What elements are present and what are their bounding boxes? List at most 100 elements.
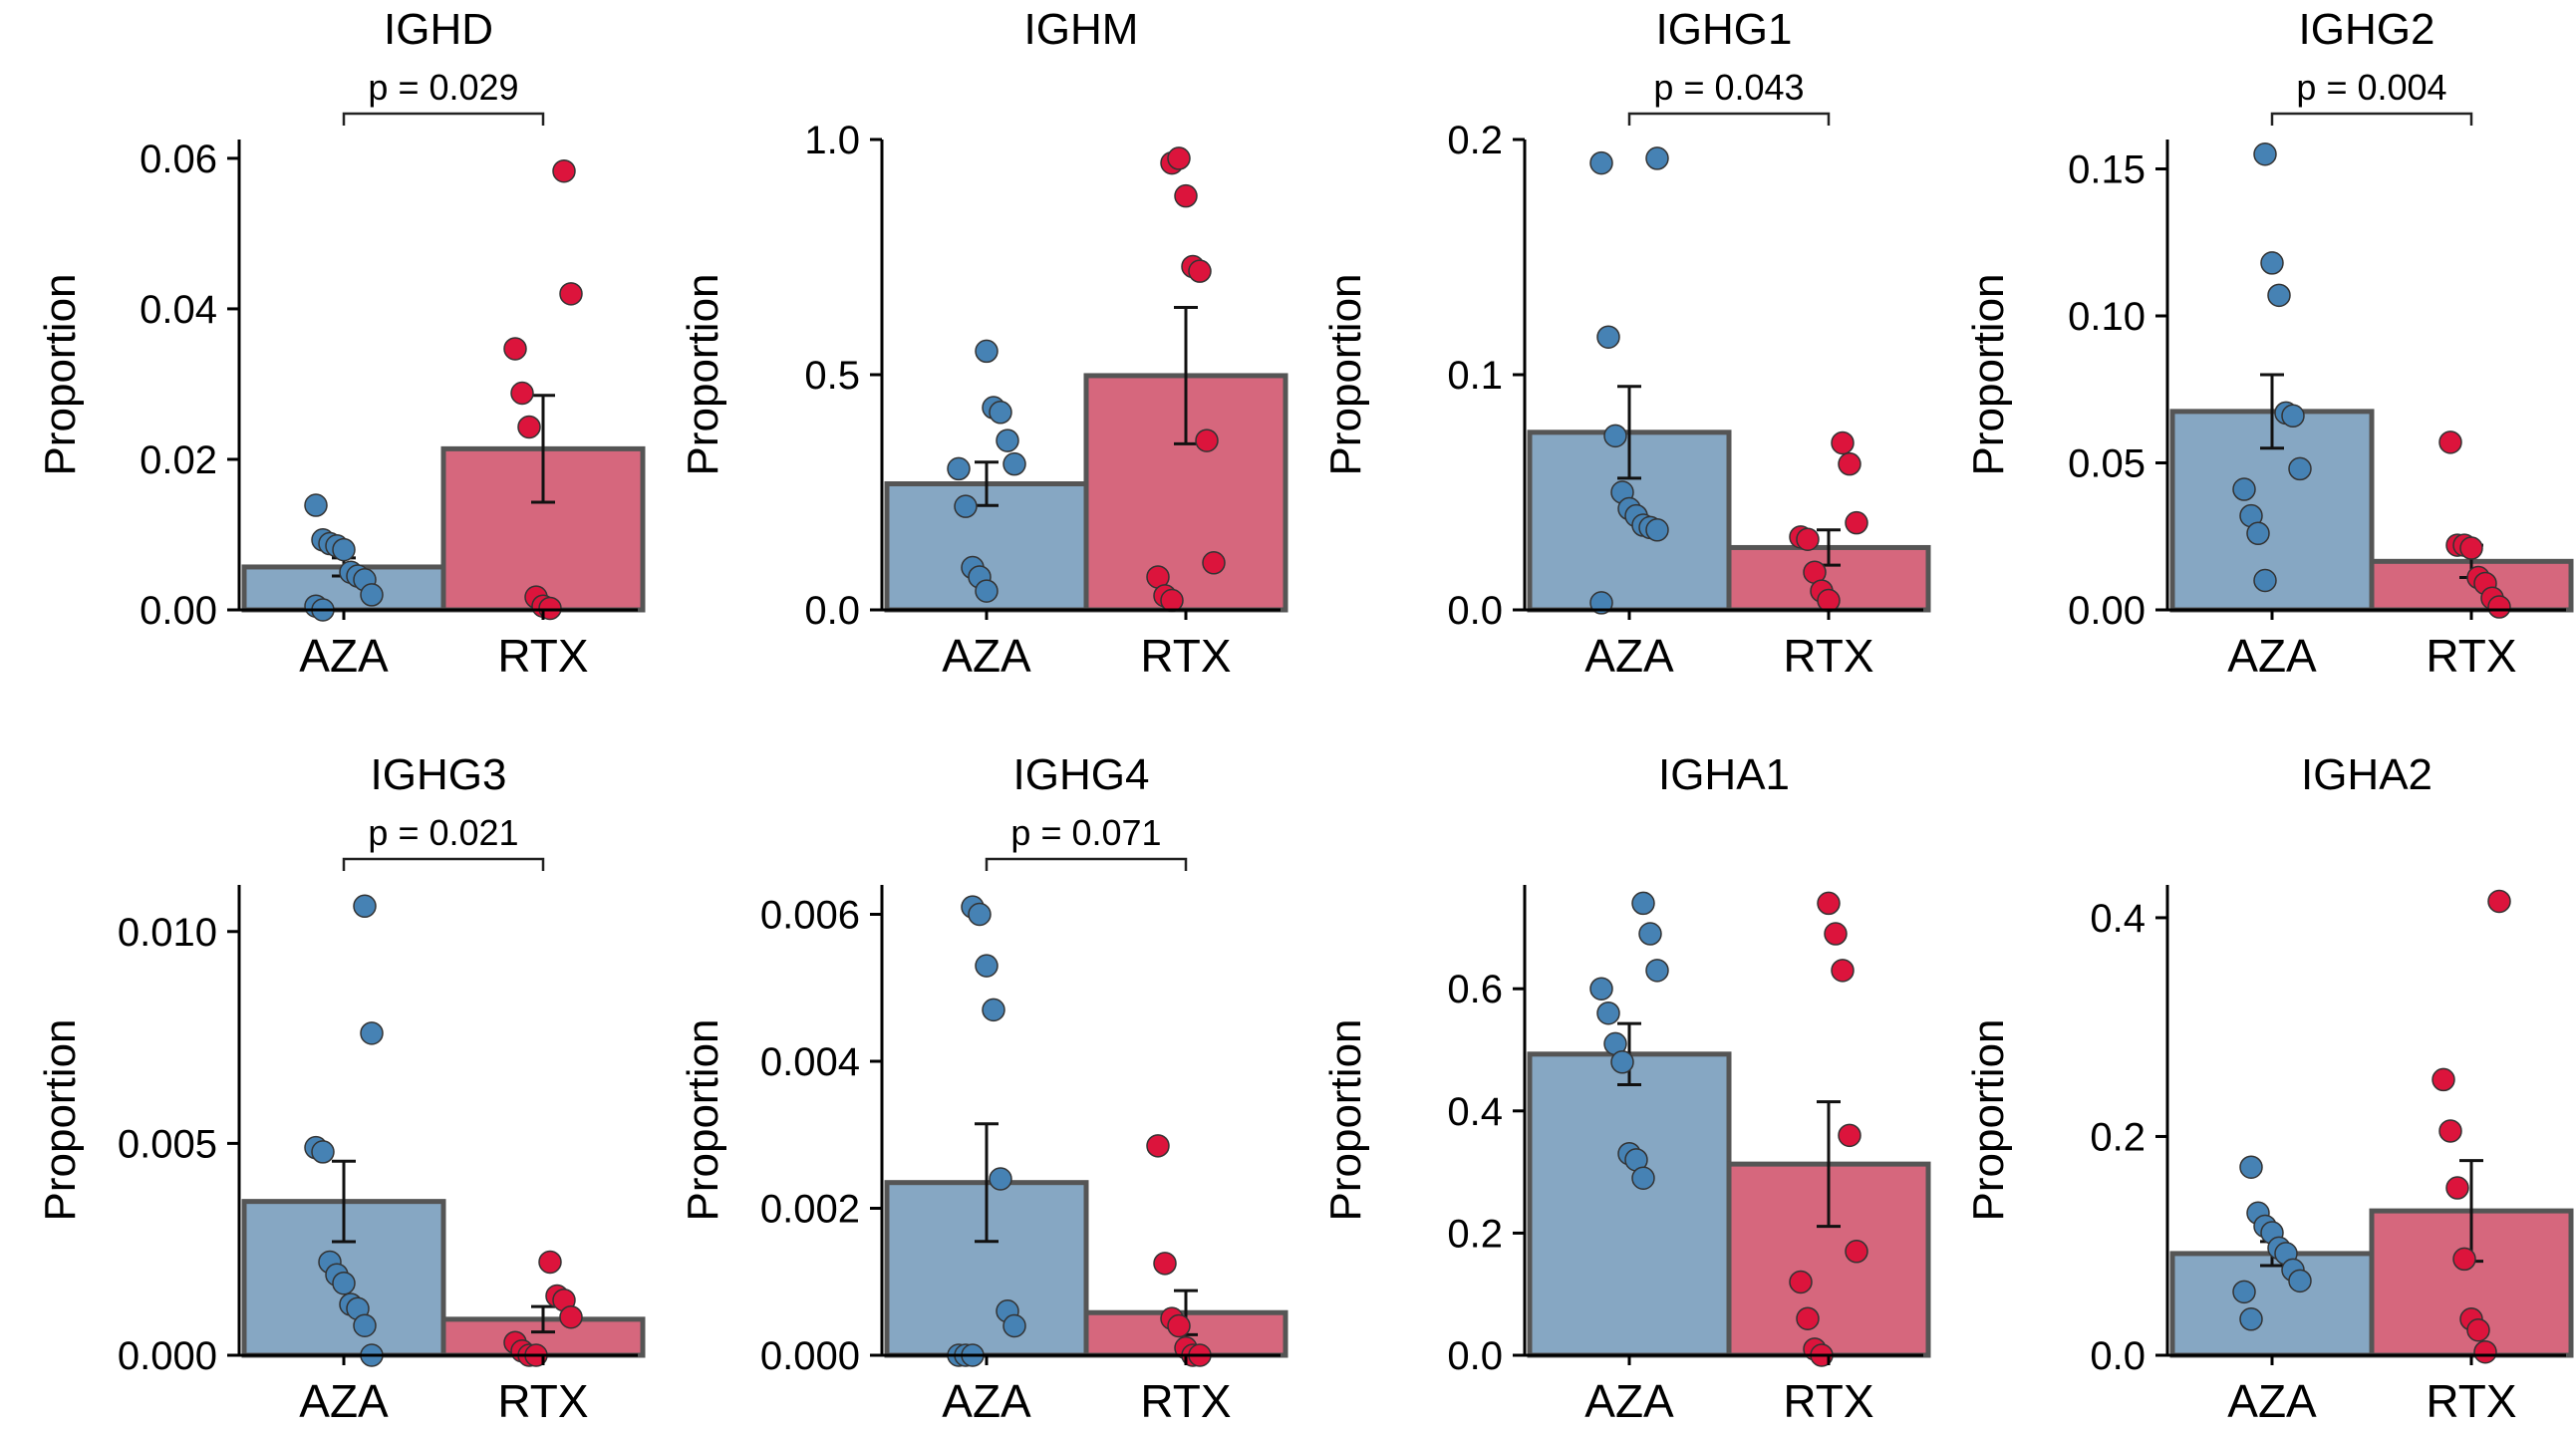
- y-tick-label: 0.2: [2090, 1115, 2146, 1159]
- data-point-aza: [2288, 1269, 2312, 1293]
- y-tick-label: 0.15: [2068, 148, 2146, 192]
- data-point-aza: [2239, 1307, 2263, 1331]
- panel-igha2: IGHA2 Proportion AZA RTX 0.0 0.2 0.4: [1964, 750, 2574, 1427]
- y-tick-label: 0.005: [118, 1122, 217, 1166]
- x-tick-label-aza: AZA: [2227, 1375, 2317, 1427]
- panel-ighg4: IGHG4 p = 0.071 Proportion AZA RTX 0.000 0.002…: [679, 750, 1288, 1427]
- panel-ighg2: IGHG2 p = 0.004 Proportion AZA RTX 0.00 0.05 0.…: [1964, 5, 2574, 682]
- panel-title: IGHA2: [2301, 750, 2433, 799]
- data-point-rtx: [510, 381, 534, 406]
- y-tick-label: 0.0: [1447, 589, 1503, 633]
- data-point-aza: [1638, 922, 1662, 946]
- significance-bracket: [342, 112, 545, 126]
- x-tick-label-aza: AZA: [2227, 630, 2317, 682]
- y-tick-label: 0.006: [760, 894, 860, 938]
- data-point-aza: [982, 998, 1005, 1022]
- data-point-aza: [2253, 568, 2277, 593]
- x-tick-label-rtx: RTX: [1140, 630, 1231, 682]
- y-tick-label: 0.6: [1447, 968, 1503, 1011]
- x-tick-label-rtx: RTX: [497, 1375, 588, 1427]
- data-point-aza: [1603, 424, 1627, 448]
- data-point-aza: [353, 894, 377, 919]
- y-axis-label: Proportion: [36, 1018, 85, 1221]
- y-tick-label: 0.00: [2068, 589, 2146, 633]
- y-tick-label: 0.000: [760, 1334, 860, 1378]
- panel-ighd: IGHD p = 0.029 Proportion AZA RTX 0.00 0.02 0.0…: [36, 5, 646, 682]
- panel-title: IGHG4: [1013, 750, 1150, 799]
- data-point-rtx: [1831, 430, 1855, 455]
- data-point-aza: [2281, 404, 2305, 429]
- data-point-rtx: [2438, 1119, 2462, 1143]
- x-tick-label-aza: AZA: [942, 1375, 1031, 1427]
- y-axis-label: Proportion: [679, 1018, 727, 1221]
- data-point-aza: [1631, 891, 1655, 916]
- y-tick-label: 0.000: [118, 1334, 217, 1378]
- data-point-rtx: [559, 282, 583, 306]
- data-point-aza: [353, 1313, 377, 1337]
- significance-bracket: [985, 857, 1188, 871]
- panel-title: IGHM: [1024, 5, 1139, 54]
- x-tick-label-aza: AZA: [299, 1375, 389, 1427]
- data-point-rtx: [1202, 551, 1226, 575]
- x-tick-label-aza: AZA: [1584, 1375, 1674, 1427]
- data-point-aza: [2232, 477, 2256, 501]
- data-point-rtx: [1831, 959, 1855, 983]
- x-tick-label-aza: AZA: [299, 630, 389, 682]
- data-point-rtx: [2487, 595, 2511, 619]
- panel-ighm: IGHM Proportion AZA RTX 0.0 0.5 1.0: [679, 5, 1288, 682]
- y-axis-label: Proportion: [1321, 1018, 1370, 1221]
- data-point-aza: [989, 1167, 1012, 1191]
- y-axis-label: Proportion: [1321, 273, 1370, 475]
- data-point-aza: [2239, 1155, 2263, 1179]
- data-point-rtx: [2473, 1339, 2497, 1364]
- data-point-aza: [332, 537, 356, 562]
- x-tick-label-rtx: RTX: [1783, 1375, 1873, 1427]
- data-point-aza: [1631, 1166, 1655, 1190]
- x-tick-label-rtx: RTX: [1140, 1375, 1231, 1427]
- y-tick-label: 0.0: [1447, 1334, 1503, 1378]
- data-point-aza: [1589, 591, 1613, 615]
- data-point-aza: [2246, 521, 2270, 546]
- y-tick-label: 0.10: [2068, 295, 2146, 339]
- data-point-aza: [1645, 146, 1669, 170]
- data-point-aza: [1002, 451, 1026, 476]
- data-point-rtx: [1817, 588, 1841, 613]
- data-point-rtx: [1167, 1313, 1191, 1338]
- y-tick-label: 0.4: [1447, 1090, 1503, 1134]
- panel-title: IGHG3: [371, 750, 507, 799]
- p-value-label: p = 0.071: [1010, 812, 1161, 853]
- y-axis-label: Proportion: [36, 273, 85, 475]
- y-tick-label: 0.04: [140, 288, 217, 332]
- panel-title: IGHD: [384, 5, 493, 54]
- p-value-label: p = 0.029: [368, 67, 518, 108]
- panel-title: IGHG2: [2299, 5, 2435, 54]
- data-point-rtx: [2445, 1176, 2469, 1200]
- data-point-rtx: [1160, 588, 1184, 613]
- data-point-aza: [360, 1021, 384, 1045]
- panel-ighg1: IGHG1 p = 0.043 Proportion AZA RTX 0.0 0.1 0.2: [1321, 5, 1931, 682]
- panel-title: IGHG1: [1656, 5, 1793, 54]
- data-point-aza: [332, 1271, 356, 1295]
- data-point-rtx: [1824, 922, 1848, 946]
- data-point-rtx: [1796, 1306, 1820, 1330]
- panel-title: IGHA1: [1658, 750, 1790, 799]
- data-point-rtx: [552, 158, 576, 183]
- data-point-rtx: [2452, 1247, 2476, 1272]
- data-point-aza: [2232, 1280, 2256, 1304]
- data-point-rtx: [2438, 430, 2462, 454]
- data-point-rtx: [503, 337, 527, 361]
- data-point-aza: [1645, 518, 1669, 542]
- data-point-aza: [989, 401, 1012, 425]
- y-tick-label: 0.05: [2068, 442, 2146, 486]
- data-point-aza: [968, 902, 992, 927]
- data-point-aza: [1589, 150, 1613, 175]
- data-point-rtx: [1838, 1123, 1861, 1148]
- data-point-rtx: [517, 415, 541, 439]
- data-point-rtx: [2466, 1318, 2490, 1342]
- data-point-rtx: [1153, 1252, 1177, 1276]
- data-point-rtx: [538, 1250, 562, 1275]
- p-value-label: p = 0.004: [2296, 67, 2446, 108]
- data-point-aza: [1596, 1001, 1620, 1025]
- y-axis-label: Proportion: [679, 273, 727, 475]
